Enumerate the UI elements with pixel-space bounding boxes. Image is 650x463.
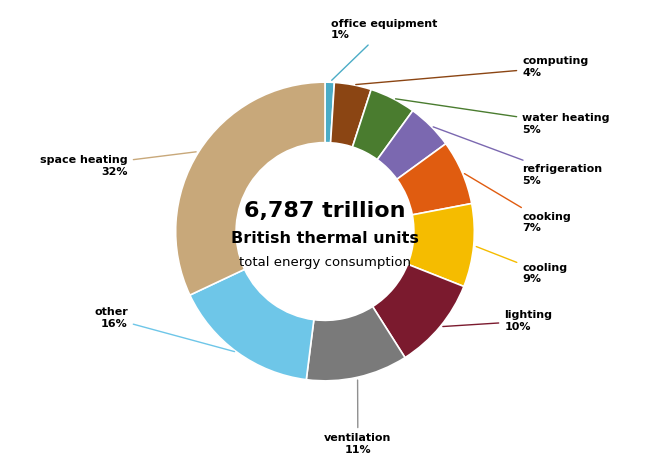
- Text: lighting
10%: lighting 10%: [443, 310, 552, 332]
- Wedge shape: [325, 82, 334, 143]
- Wedge shape: [176, 82, 325, 295]
- Text: office equipment
1%: office equipment 1%: [331, 19, 437, 80]
- Text: space heating
32%: space heating 32%: [40, 152, 196, 176]
- Text: 6,787 trillion: 6,787 trillion: [244, 200, 406, 220]
- Text: British thermal units: British thermal units: [231, 232, 419, 246]
- Text: cooking
7%: cooking 7%: [465, 174, 571, 233]
- Text: water heating
5%: water heating 5%: [396, 99, 610, 135]
- Wedge shape: [306, 307, 405, 381]
- Wedge shape: [352, 89, 413, 160]
- Text: refrigeration
5%: refrigeration 5%: [433, 127, 603, 186]
- Text: other
16%: other 16%: [94, 307, 235, 351]
- Text: computing
4%: computing 4%: [356, 56, 588, 85]
- Wedge shape: [408, 204, 474, 287]
- Wedge shape: [190, 269, 314, 380]
- Wedge shape: [377, 111, 446, 179]
- Wedge shape: [331, 82, 371, 147]
- Text: total energy consumption: total energy consumption: [239, 257, 411, 269]
- Text: ventilation
11%: ventilation 11%: [324, 380, 391, 455]
- Wedge shape: [372, 264, 464, 357]
- Wedge shape: [397, 144, 472, 215]
- Text: cooling
9%: cooling 9%: [476, 247, 567, 284]
